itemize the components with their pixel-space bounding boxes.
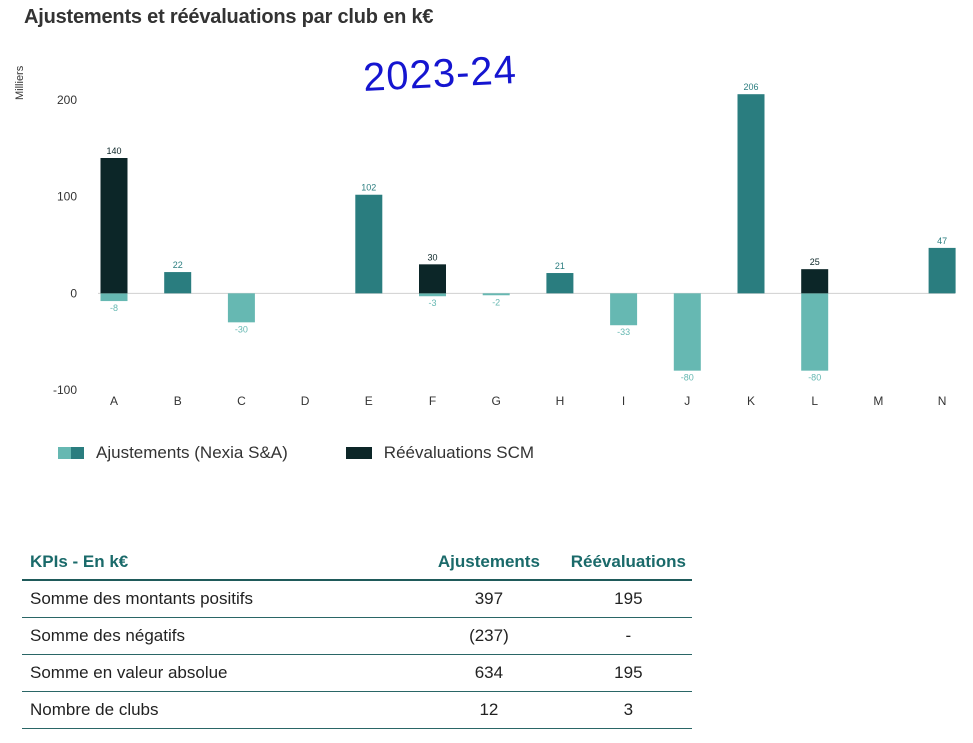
y-tick-label: 0: [70, 286, 77, 300]
data-label-reevaluations-A: 140: [106, 146, 121, 156]
bar-ajustements-A: [100, 293, 128, 302]
x-tick-label: H: [556, 394, 565, 408]
legend-label-ajustements: Ajustements (Nexia S&A): [96, 443, 288, 462]
data-label-ajustements-B: 22: [173, 260, 183, 270]
x-tick-label: L: [811, 394, 818, 408]
x-tick-label: F: [429, 394, 436, 408]
bar-chart: 200 100 0 -100 A B C D E F G H I J K L M N -8 140 22 -30 102 -3…: [53, 82, 956, 408]
bar-ajustements-N: [928, 247, 956, 294]
bar-ajustements-I: [610, 293, 638, 326]
kpi-row-label: Somme des négatifs: [22, 617, 414, 655]
data-label-ajustements-I: -33: [617, 327, 630, 337]
x-tick-label: M: [873, 394, 883, 408]
x-tick-label: A: [110, 394, 118, 408]
legend-item-ajustements: Ajustements (Nexia S&A): [58, 443, 288, 463]
bar-ajustements-L: [801, 293, 829, 371]
kpi-row-label: Somme en valeur absolue: [22, 654, 414, 692]
table-row: Somme des montants positifs 397 195: [22, 580, 692, 618]
data-label-reevaluations-L: 25: [810, 257, 820, 267]
data-label-ajustements-L: -80: [808, 373, 821, 383]
data-label-ajustements-F: -3: [428, 298, 436, 308]
bar-ajustements-J: [673, 293, 701, 371]
legend-swatch-ajustements: [58, 447, 84, 459]
chart-title: Ajustements et réévaluations par club en…: [24, 6, 434, 28]
bar-reevaluations-F: [419, 264, 446, 294]
data-label-ajustements-G: -2: [492, 297, 500, 307]
kpi-row-ajustements: 634: [413, 654, 565, 692]
data-label-ajustements-N: 47: [937, 236, 947, 246]
kpi-row-reevaluations: 195: [564, 580, 692, 618]
kpi-row-reevaluations: 195: [564, 654, 692, 692]
data-label-ajustements-J: -80: [681, 373, 694, 383]
chart-legend: Ajustements (Nexia S&A) Réévaluations SC…: [58, 443, 534, 463]
y-tick-label: 200: [57, 93, 77, 107]
kpi-row-ajustements: 397: [413, 580, 565, 618]
legend-swatch-reevaluations: [345, 447, 372, 459]
kpi-row-reevaluations: 3: [564, 691, 692, 729]
bar-ajustements-F: [419, 293, 446, 297]
x-tick-label: N: [938, 394, 947, 408]
x-tick-label: I: [622, 394, 625, 408]
bar-ajustements-B: [164, 272, 192, 294]
x-tick-label: G: [492, 394, 501, 408]
kpi-row-reevaluations: -: [564, 617, 692, 655]
kpi-row-label: Somme des montants positifs: [22, 580, 414, 618]
table-row: Somme des négatifs (237) -: [22, 617, 692, 655]
bar-reevaluations-A: [100, 158, 128, 294]
bar-reevaluations-L: [801, 269, 829, 294]
legend-item-reevaluations: Réévaluations SCM: [345, 443, 535, 463]
kpi-header-ajustements: Ajustements: [413, 545, 565, 581]
data-label-ajustements-E: 102: [361, 183, 376, 193]
kpi-row-ajustements: 12: [413, 691, 565, 729]
kpi-header-label: KPIs - En k€: [22, 545, 414, 581]
data-label-ajustements-C: -30: [235, 324, 248, 334]
table-row: Nombre de clubs 12 3: [22, 691, 692, 729]
kpi-header-row: KPIs - En k€ Ajustements Réévaluations: [22, 545, 692, 581]
kpi-header-reevaluations: Réévaluations: [564, 545, 692, 581]
x-tick-label: J: [684, 394, 690, 408]
y-tick-label: -100: [53, 383, 77, 397]
x-tick-label: K: [747, 394, 755, 408]
x-tick-label: B: [174, 394, 182, 408]
legend-label-reevaluations: Réévaluations SCM: [383, 443, 535, 462]
data-label-ajustements-K: 206: [743, 82, 758, 92]
x-tick-label: C: [237, 394, 246, 408]
data-label-reevaluations-F: 30: [427, 252, 437, 262]
bar-ajustements-C: [227, 293, 255, 323]
bar-ajustements-K: [737, 94, 765, 294]
kpi-row-label: Nombre de clubs: [22, 691, 414, 729]
y-tick-label: 100: [57, 190, 77, 204]
kpi-row-ajustements: (237): [413, 617, 565, 655]
data-label-ajustements-H: 21: [555, 261, 565, 271]
bar-ajustements-E: [355, 194, 383, 294]
bar-ajustements-H: [546, 273, 574, 294]
kpi-table: KPIs - En k€ Ajustements Réévaluations S…: [22, 545, 692, 729]
table-row: Somme en valeur absolue 634 195: [22, 654, 692, 692]
x-tick-label: D: [301, 394, 310, 408]
x-tick-label: E: [365, 394, 373, 408]
data-label-ajustements-A: -8: [110, 303, 118, 313]
bar-ajustements-G: [482, 293, 510, 296]
